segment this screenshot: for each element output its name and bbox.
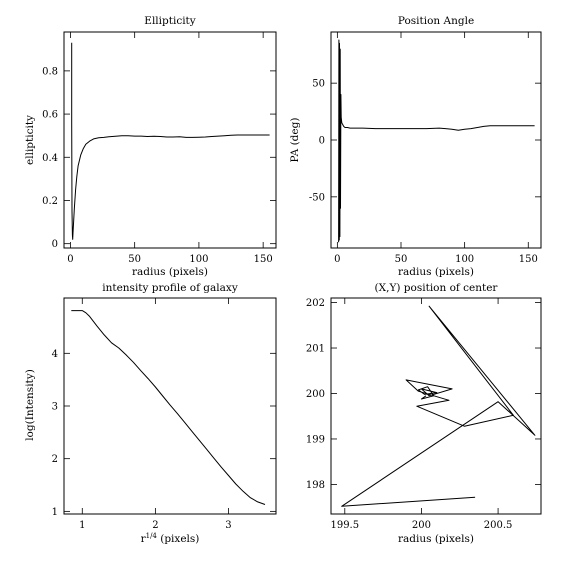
intensity-profile-y-tick-label: 3 bbox=[52, 402, 58, 413]
intensity-profile-x-tick-label: 2 bbox=[152, 520, 158, 531]
position-angle-plot-frame bbox=[330, 31, 542, 249]
intensity-profile-x-tick-label: 1 bbox=[79, 520, 85, 531]
center-position-x-label: radius (pixels) bbox=[398, 533, 474, 545]
intensity-profile-y-tick-label: 2 bbox=[52, 454, 58, 465]
ellipticity-x-tick-label: 100 bbox=[189, 254, 208, 265]
position-angle-y-label: PA (deg) bbox=[289, 118, 301, 163]
intensity-profile-y-tick-label: 1 bbox=[52, 507, 58, 518]
center-position-x-tick-label: 200.5 bbox=[484, 520, 513, 531]
ellipticity-y-tick-label: 0 bbox=[52, 239, 58, 250]
position-angle-x-tick-label: 100 bbox=[455, 254, 474, 265]
center-position-title: (X,Y) position of center bbox=[375, 282, 499, 294]
position-angle-x-tick-label: 50 bbox=[395, 254, 408, 265]
position-angle-x-label: radius (pixels) bbox=[398, 266, 474, 278]
position-angle-x-tick-label: 150 bbox=[519, 254, 538, 265]
intensity-profile-x-label: r1/4 (pixels) bbox=[141, 532, 200, 545]
position-angle-y-tick-label: 50 bbox=[312, 79, 325, 90]
intensity-profile-panel: intensity profile of galaxy r1/4 (pixels… bbox=[24, 282, 277, 545]
center-position-y-tick-label: 198 bbox=[306, 480, 325, 491]
ellipticity-y-tick-label: 0.6 bbox=[42, 110, 58, 121]
intensity-profile-title: intensity profile of galaxy bbox=[102, 282, 238, 294]
ellipticity-y-label: ellipticity bbox=[24, 115, 36, 165]
position-angle-y-tick-label: 0 bbox=[319, 136, 325, 147]
ellipticity-y-tick-label: 0.8 bbox=[42, 66, 58, 77]
ellipticity-x-tick-label: 50 bbox=[128, 254, 141, 265]
intensity-profile-plot-frame bbox=[63, 297, 277, 515]
center-position-y-tick-label: 199 bbox=[306, 434, 325, 445]
center-position-y-tick-label: 200 bbox=[306, 389, 325, 400]
ellipticity-curve bbox=[71, 42, 270, 240]
center-position-y-tick-label: 201 bbox=[306, 344, 325, 355]
ellipticity-panel: Ellipticity radius (pixels) ellipticity … bbox=[24, 15, 277, 278]
ellipticity-y-tick-label: 0.4 bbox=[42, 153, 58, 164]
intensity-profile-y-tick-label: 4 bbox=[52, 349, 58, 360]
position-angle-title: Position Angle bbox=[398, 15, 474, 27]
position-angle-curve bbox=[338, 39, 535, 243]
position-angle-x-tick-label: 0 bbox=[334, 254, 340, 265]
intensity-profile-curve bbox=[71, 310, 266, 505]
ellipticity-plot-frame bbox=[63, 31, 277, 249]
center-position-y-tick-label: 202 bbox=[306, 298, 325, 309]
center-position-x-tick-label: 199.5 bbox=[330, 520, 359, 531]
ellipticity-title: Ellipticity bbox=[144, 15, 195, 27]
position-angle-panel: Position Angle radius (pixels) PA (deg) … bbox=[289, 15, 542, 278]
intensity-profile-x-tick-label: 3 bbox=[225, 520, 231, 531]
center-position-x-tick-label: 200 bbox=[412, 520, 431, 531]
ellipticity-x-label: radius (pixels) bbox=[132, 266, 208, 278]
center-position-curve bbox=[341, 305, 536, 507]
ellipticity-y-tick-label: 0.2 bbox=[42, 196, 58, 207]
center-position-plot-frame bbox=[330, 297, 542, 515]
ellipticity-x-tick-label: 0 bbox=[67, 254, 73, 265]
center-position-panel: (X,Y) position of center radius (pixels)… bbox=[306, 282, 542, 545]
intensity-profile-y-label: log(Intensity) bbox=[24, 369, 36, 441]
ellipticity-x-tick-label: 150 bbox=[254, 254, 273, 265]
position-angle-y-tick-label: -50 bbox=[309, 192, 325, 203]
